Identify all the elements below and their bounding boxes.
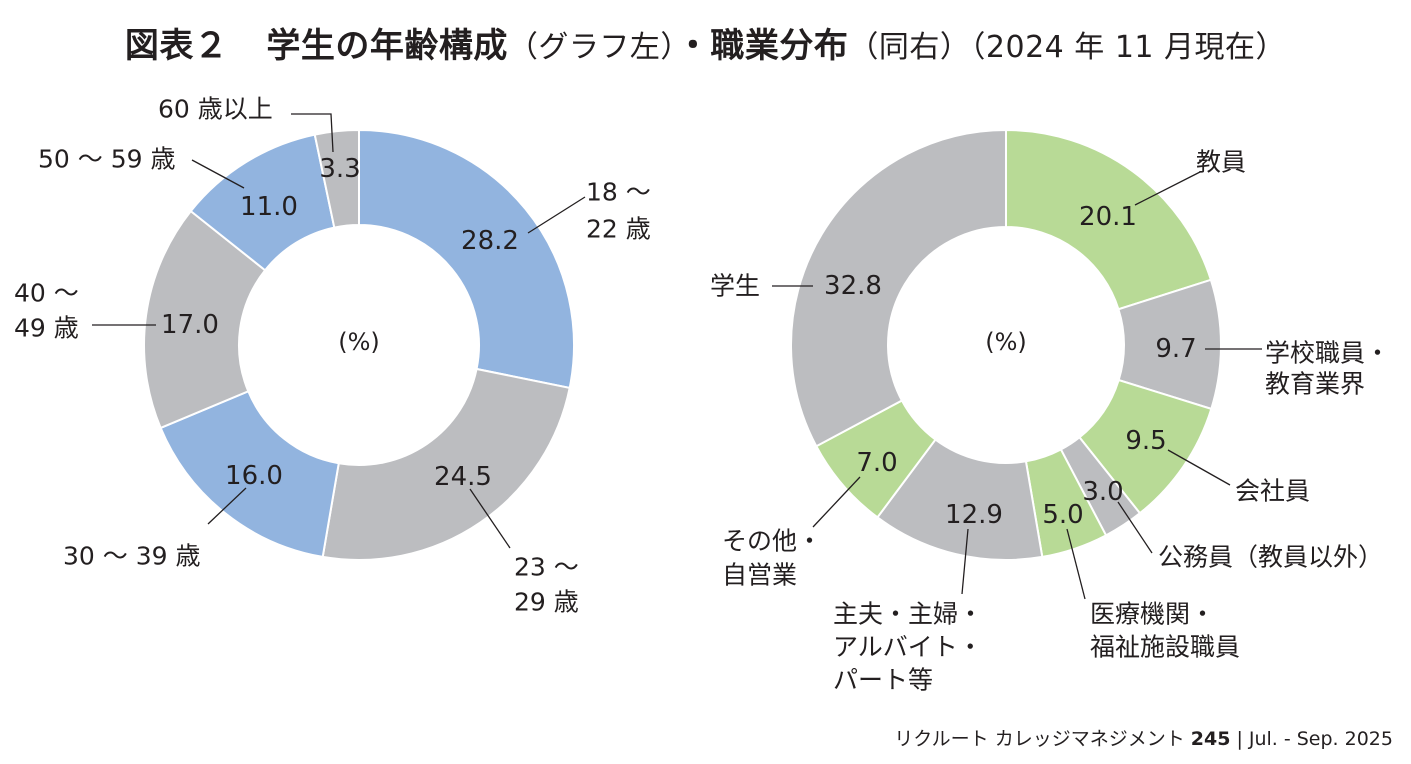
publication-name: リクルート カレッジマネジメント xyxy=(894,728,1185,750)
job-value-label: 9.5 xyxy=(1125,426,1166,456)
job-category-label: 福祉施設職員 xyxy=(1090,633,1240,662)
job-category-label: 教員 xyxy=(1196,148,1246,177)
age-slice xyxy=(313,128,360,229)
title-note-left: （グラフ左） xyxy=(507,30,676,65)
age-leader-line xyxy=(469,488,511,549)
job-slice xyxy=(790,128,1007,448)
figure-title: 図表２ 学生の年齢構成（グラフ左）・職業分布（同右）（2024 年 11 月現在） xyxy=(0,18,1411,67)
age-leader-line xyxy=(291,113,334,153)
job-leader-line xyxy=(961,528,969,595)
title-dot: ・ xyxy=(675,26,711,66)
age-category-label: 49 歳 xyxy=(14,314,79,343)
job-category-label: 自営業 xyxy=(722,561,797,590)
age-category-label: 50 ～ 59 歳 xyxy=(38,145,175,174)
job-slice xyxy=(1005,128,1213,311)
footer-separator: | xyxy=(1236,728,1243,750)
age-value-label: 11.0 xyxy=(240,192,298,222)
age-category-label: 29 歳 xyxy=(514,588,579,617)
title-occupation: 職業分布 xyxy=(710,26,849,66)
issue-date: Jul. - Sep. 2025 xyxy=(1248,728,1393,750)
job-value-label: 3.0 xyxy=(1082,477,1123,507)
age-value-label: 16.0 xyxy=(225,461,283,491)
job-category-label: パート等 xyxy=(833,666,933,695)
job-category-label: その他・ xyxy=(722,527,822,556)
age-value-label: 17.0 xyxy=(161,310,219,340)
job-value-label: 12.9 xyxy=(945,500,1003,530)
job-category-label: 学校職員・ xyxy=(1265,339,1390,368)
age-leader-line xyxy=(191,159,245,189)
job-category-label: 学生 xyxy=(710,272,760,301)
job-value-label: 7.0 xyxy=(856,448,897,478)
job-value-label: 5.0 xyxy=(1042,500,1083,530)
age-category-label: 60 歳以上 xyxy=(158,95,273,124)
job-leader-line xyxy=(1117,501,1153,554)
job-category-label: 医療機関・ xyxy=(1090,600,1215,629)
page-footer: リクルート カレッジマネジメント 245 | Jul. - Sep. 2025 xyxy=(894,724,1393,751)
job-donut-chart: 20.1 9.7 9.53.05.0 12.9 7.0 32.8 教員学校職員・教育業界会社… xyxy=(710,128,1390,695)
age-category-label: 30 ～ 39 歳 xyxy=(63,542,200,571)
job-category-label: 主夫・主婦・ xyxy=(833,600,983,629)
age-leader-line xyxy=(527,196,586,234)
age-value-label: 28.2 xyxy=(461,226,519,256)
age-category-label: 18 ～ xyxy=(586,178,651,207)
title-note-right: （同右）（2024 年 11 月現在） xyxy=(848,30,1287,65)
job-value-label: 9.7 xyxy=(1155,334,1196,364)
age-value-label: 3.3 xyxy=(319,154,360,184)
job-category-label: アルバイト・ xyxy=(833,633,983,662)
age-donut-chart: 28.2 24.5 16.0 17.0 11.0 3.3 18 ～ 22 歳 23 ～ 29 歳 3… xyxy=(14,95,651,617)
job-category-label: 公務員（教員以外） xyxy=(1158,543,1383,572)
age-category-label: 40 ～ xyxy=(14,279,79,308)
age-slice xyxy=(321,367,571,561)
age-leader-line xyxy=(207,487,247,525)
age-category-label: 23 ～ xyxy=(514,553,579,582)
job-unit-label: (%) xyxy=(985,328,1027,356)
job-category-label: 教育業界 xyxy=(1265,370,1365,399)
job-leader-line xyxy=(1134,171,1201,206)
job-leader-line xyxy=(1167,449,1231,486)
age-value-label: 24.5 xyxy=(434,462,492,492)
job-leader-line xyxy=(1066,528,1086,600)
job-value-label: 20.1 xyxy=(1079,202,1137,232)
age-category-label: 22 歳 xyxy=(586,215,651,244)
job-value-label: 32.8 xyxy=(824,271,882,301)
age-slice xyxy=(358,128,575,390)
issue-number: 245 xyxy=(1190,728,1231,750)
figure-number: 図表２ xyxy=(124,26,229,66)
job-leader-line xyxy=(812,476,861,528)
title-age: 学生の年齢構成 xyxy=(266,26,508,66)
age-unit-label: (%) xyxy=(338,328,380,356)
job-category-label: 会社員 xyxy=(1235,477,1310,506)
